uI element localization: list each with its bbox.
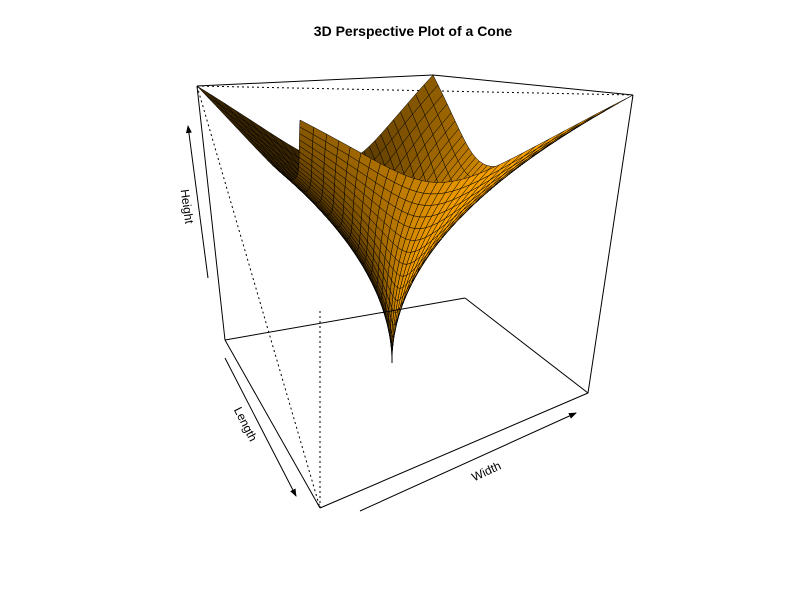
box-edge-back-1 (196, 85, 634, 96)
box-back-edges (196, 85, 634, 509)
box-edge-bottom-back (224, 297, 466, 341)
x-axis-label: Width (469, 459, 503, 485)
box-edge-top-back (196, 74, 434, 87)
z-axis-arrow (185, 125, 209, 279)
surface-facet (600, 94, 634, 114)
box-edge-top-right (432, 74, 634, 96)
box-edge-left-vertical (196, 85, 226, 341)
z-axis-label: Height (178, 188, 197, 225)
box-edge-right-vertical (587, 94, 634, 394)
box-front-edges (196, 74, 634, 509)
cone-surface (196, 74, 634, 364)
box-edge-bottom-front (319, 392, 589, 509)
box-edge-bottom-right (464, 297, 589, 394)
surface-facet (196, 85, 221, 106)
y-axis: Length (224, 357, 297, 497)
box-edge-back-2 (196, 85, 321, 509)
y-axis-arrow (224, 357, 297, 497)
surface-facet (537, 130, 565, 149)
y-axis-label: Length (231, 405, 260, 444)
box-edge-bottom-left (224, 339, 321, 509)
x-axis-arrow (359, 412, 577, 512)
z-axis: Height (178, 125, 209, 279)
x-axis: Width (359, 412, 577, 512)
chart-title: 3D Perspective Plot of a Cone (314, 23, 513, 39)
